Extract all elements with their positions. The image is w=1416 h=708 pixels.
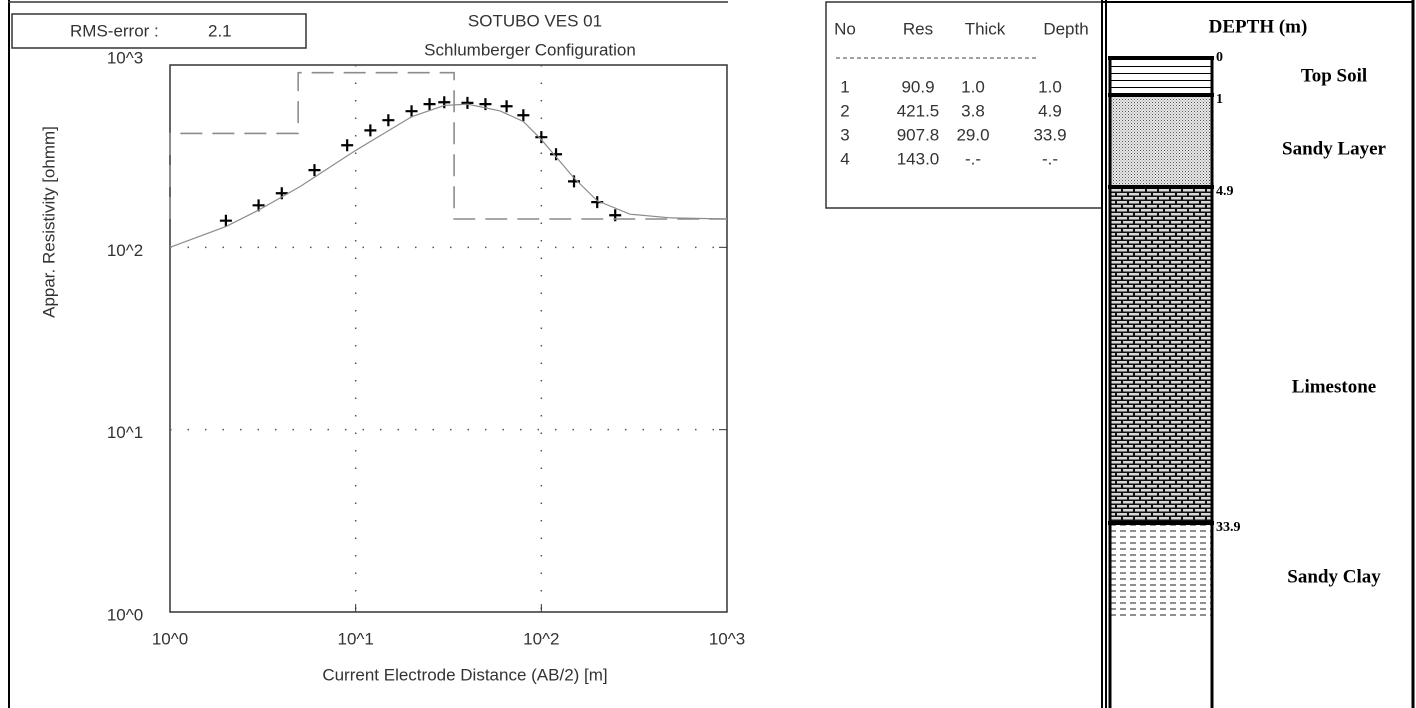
layer-name: Sandy Layer	[1282, 138, 1387, 159]
rms-label: RMS-error :	[70, 21, 159, 40]
table-cell: 143.0	[897, 149, 940, 168]
x-axis-label: Current Electrode Distance (AB/2) [m]	[322, 665, 607, 684]
column-title: DEPTH (m)	[1209, 16, 1308, 37]
y-tick-label: 10^1	[107, 423, 143, 442]
data-point	[405, 105, 418, 118]
model-line	[169, 71, 727, 220]
data-point	[341, 139, 354, 152]
table-cell: 1.0	[961, 77, 985, 96]
y-tick-label: 10^2	[107, 241, 143, 260]
depth-label: 1	[1216, 92, 1223, 107]
x-tick-label: 10^0	[152, 629, 188, 648]
layer-name: Limestone	[1292, 376, 1376, 397]
table-cell: 2	[840, 101, 849, 120]
table-cell: 4	[840, 149, 849, 168]
table-cell: -.-	[1042, 149, 1058, 168]
data-point	[382, 114, 395, 127]
plot-area: 10^0 10^1 10^2 10^3 10^0 10^1 10^2 10^3	[107, 48, 745, 648]
table-cell: 3.8	[961, 101, 985, 120]
fitted-curve	[169, 103, 728, 248]
table-header: No	[834, 19, 856, 38]
data-point	[461, 96, 474, 109]
layer-table: No Res Thick Depth 1 90.9 1.0 1.0 2 421.5 3.8 4.9 3 9…	[825, 1, 1103, 209]
data-point	[500, 100, 513, 113]
chart-title: SOTUBO VES 01	[468, 11, 602, 30]
table-header: Thick	[965, 19, 1006, 38]
table-cell: 90.9	[901, 77, 934, 96]
data-point	[364, 124, 377, 137]
table-cell: 29.0	[956, 125, 989, 144]
data-point	[550, 148, 563, 161]
table-cell: 907.8	[897, 125, 940, 144]
layer-top-soil	[1110, 58, 1212, 95]
x-tick-label: 10^3	[709, 629, 745, 648]
table-header: Res	[903, 19, 933, 38]
layer-name: Sandy Clay	[1287, 566, 1381, 587]
table-cell: -.-	[965, 149, 981, 168]
y-tick-label: 10^0	[107, 605, 143, 624]
layer-sandy-clay	[1110, 523, 1212, 620]
y-axis-label: Appar. Resistivity [ohmm]	[39, 126, 58, 318]
data-point	[438, 96, 451, 109]
table-cell: 1.0	[1038, 77, 1062, 96]
data-point	[252, 199, 265, 212]
plot-frame	[169, 64, 728, 613]
table-cell: 3	[840, 125, 849, 144]
y-tick-label: 10^3	[107, 48, 143, 67]
depth-label: 33.9	[1216, 520, 1241, 535]
table-cell: 33.9	[1033, 125, 1066, 144]
data-point	[535, 131, 548, 144]
depth-label: 0	[1216, 50, 1223, 65]
chart-subtitle: Schlumberger Configuration	[424, 40, 636, 59]
layer-limestone	[1110, 187, 1212, 523]
table-cell: 421.5	[897, 101, 940, 120]
data-point	[517, 109, 530, 122]
data-point	[423, 98, 436, 111]
layer-name: Top Soil	[1301, 65, 1367, 86]
layer-sandy	[1110, 95, 1212, 187]
x-tick-label: 10^2	[523, 629, 559, 648]
depth-label: 4.9	[1216, 184, 1234, 199]
table-cell: 1	[840, 77, 849, 96]
table-cell: 4.9	[1038, 101, 1062, 120]
x-tick-label: 10^1	[337, 629, 373, 648]
table-header: Depth	[1043, 19, 1088, 38]
data-point	[219, 214, 232, 227]
lithology-column: DEPTH (m) 0 1 4.9 33.9 Top Soil Sandy Layer Li…	[1101, 0, 1415, 708]
rms-value: 2.1	[208, 21, 232, 40]
data-point	[308, 164, 321, 177]
rms-box	[11, 13, 307, 49]
